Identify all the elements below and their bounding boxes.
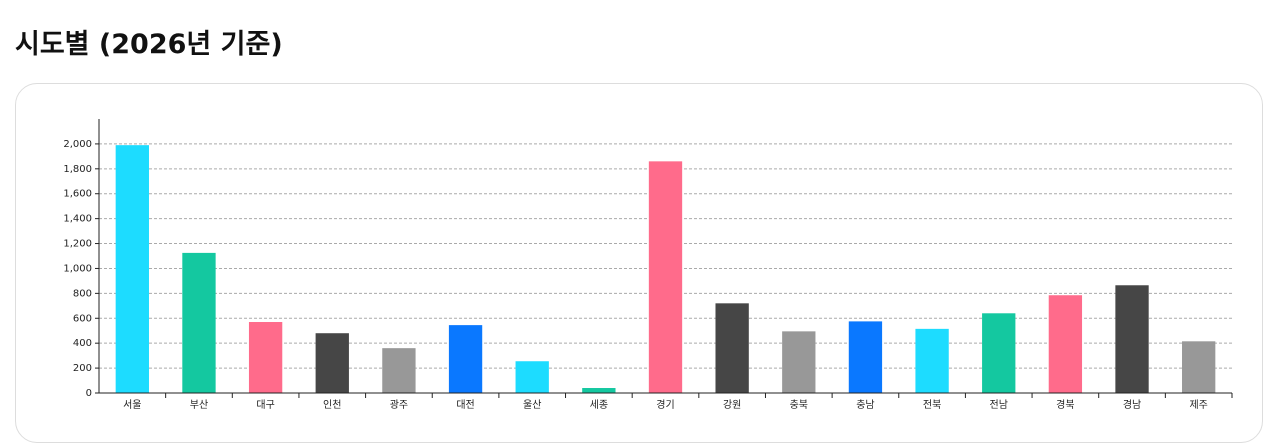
y-tick-label: 600 bbox=[73, 313, 92, 324]
page-title: 시도별 (2026년 기준) bbox=[15, 29, 283, 60]
y-tick-label: 200 bbox=[73, 363, 92, 374]
bar bbox=[648, 161, 683, 393]
bar bbox=[182, 252, 216, 393]
page: {"heading": "시도별 (2026년 기준)", "chart_dat… bbox=[15, 29, 1263, 443]
y-tick-label: 1,800 bbox=[63, 164, 92, 175]
bar bbox=[448, 325, 483, 393]
x-tick-label: 강원 bbox=[723, 399, 741, 411]
bar bbox=[782, 331, 816, 393]
x-tick-label: 부산 bbox=[190, 399, 208, 411]
x-tick-label: 충북 bbox=[790, 399, 808, 411]
y-tick-label: 1,000 bbox=[63, 263, 92, 274]
x-tick-label: 전북 bbox=[923, 399, 941, 411]
x-tick-label: 경남 bbox=[1123, 398, 1141, 411]
bar bbox=[915, 328, 949, 393]
x-tick-label: 충남 bbox=[856, 399, 874, 411]
y-tick-label: 1,600 bbox=[63, 189, 92, 200]
bar bbox=[715, 303, 749, 393]
y-tick-label: 2,000 bbox=[63, 139, 92, 150]
bar bbox=[115, 145, 149, 393]
bar bbox=[315, 333, 349, 393]
bar bbox=[382, 348, 416, 393]
y-tick-label: 1,200 bbox=[63, 239, 92, 250]
x-tick-label: 세종 bbox=[590, 399, 608, 411]
y-tick-label: 400 bbox=[73, 338, 92, 349]
y-tick-label: 800 bbox=[73, 288, 92, 299]
x-tick-label: 경기 bbox=[656, 398, 674, 411]
x-tick-label: 전남 bbox=[990, 399, 1008, 411]
bar bbox=[582, 388, 616, 393]
x-tick-label: 광주 bbox=[390, 399, 408, 411]
x-tick-label: 대구 bbox=[256, 399, 274, 411]
bar bbox=[248, 322, 283, 393]
bar bbox=[982, 313, 1016, 393]
x-tick-label: 경북 bbox=[1056, 398, 1074, 411]
chart: 0 200 400 600 800 1,000 1,200 1,400 1,600 1,800 2,… bbox=[63, 119, 1233, 411]
bar bbox=[1048, 295, 1083, 393]
x-tick-label: 제주 bbox=[1189, 399, 1207, 411]
bar bbox=[515, 361, 549, 393]
x-tick-label: 서울 bbox=[123, 399, 141, 411]
bar bbox=[1115, 285, 1149, 393]
bar bbox=[848, 321, 883, 393]
bar bbox=[1182, 341, 1216, 393]
y-tick-label: 1,400 bbox=[63, 214, 92, 225]
x-tick-label: 대전 bbox=[456, 399, 474, 411]
x-tick-label: 울산 bbox=[523, 399, 541, 411]
x-tick-label: 인천 bbox=[323, 399, 341, 411]
y-tick-label: 0 bbox=[86, 388, 92, 399]
